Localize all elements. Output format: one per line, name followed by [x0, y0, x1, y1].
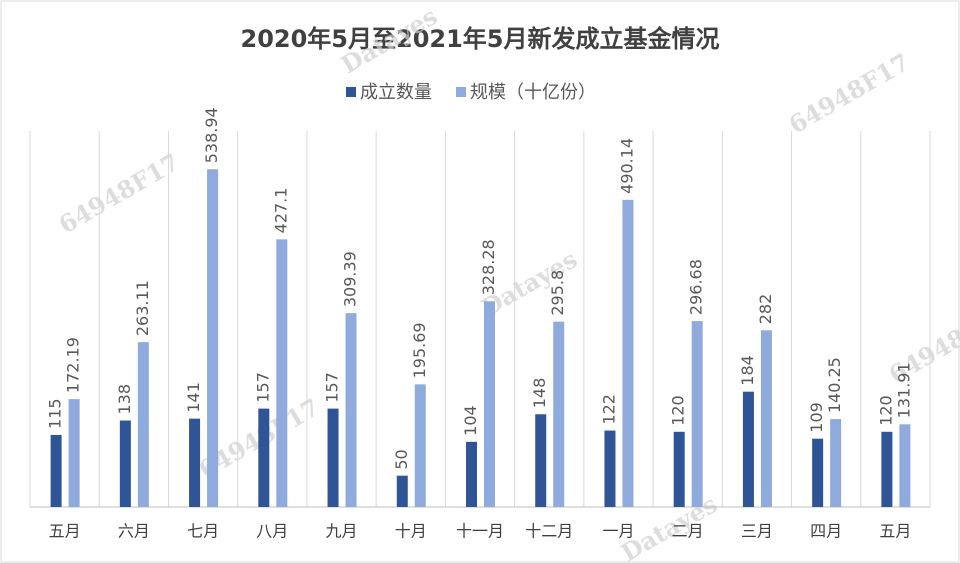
x-tick-label: 八月: [256, 522, 288, 541]
data-label: 427.1: [271, 188, 290, 234]
x-tick-label: 九月: [326, 522, 358, 541]
data-label: 328.28: [479, 239, 498, 295]
bar: [622, 199, 634, 508]
data-label: 172.19: [64, 337, 83, 393]
bar: [604, 430, 616, 507]
bar: [484, 301, 495, 507]
bar: [535, 414, 547, 507]
x-tick-label: 四月: [810, 522, 842, 541]
bar: [396, 475, 408, 507]
data-label: 263.11: [133, 280, 152, 336]
data-label: 109: [807, 402, 826, 433]
bar: [119, 420, 131, 507]
x-tick-label: 七月: [187, 522, 219, 541]
data-label: 50: [392, 449, 411, 469]
data-label: 157: [253, 372, 272, 403]
chart-title: 2020年5月至2021年5月新发成立基金情况: [241, 25, 720, 53]
bar: [673, 431, 685, 507]
data-label: 140.25: [825, 357, 844, 413]
x-tick-label: 十二月: [525, 522, 573, 541]
data-label: 490.14: [617, 138, 636, 194]
data-label: 115: [46, 398, 65, 429]
bar: [189, 418, 201, 507]
bar: [207, 169, 219, 507]
data-label: 309.39: [341, 251, 360, 307]
bar: [258, 408, 270, 507]
bar: [812, 438, 824, 507]
data-label: 120: [876, 395, 895, 426]
x-tick-label: 六月: [118, 522, 150, 541]
data-label: 131.91: [894, 362, 913, 418]
bar: [899, 424, 911, 507]
data-label: 120: [669, 395, 688, 426]
bar: [830, 419, 842, 507]
x-tick-label: 十一月: [456, 522, 504, 541]
bar: [414, 384, 426, 507]
x-tick-label: 三月: [741, 522, 773, 541]
x-tick-label: 五月: [49, 522, 81, 541]
legend-label: 规模（十亿份）: [470, 82, 596, 103]
x-tick-label: 一月: [602, 522, 634, 541]
bar: [742, 391, 754, 507]
data-label: 195.69: [410, 322, 429, 378]
data-label: 538.94: [202, 107, 221, 163]
legend-swatch: [456, 87, 466, 97]
legend-swatch: [346, 87, 356, 97]
bar: [881, 431, 893, 507]
data-label: 184: [738, 355, 757, 386]
bar: [50, 434, 62, 507]
data-label: 157: [323, 372, 342, 403]
data-label: 296.68: [687, 259, 706, 315]
legend-label: 成立数量: [360, 82, 432, 103]
data-label: 104: [461, 405, 480, 436]
bar: [327, 408, 339, 507]
x-tick-label: 二月: [672, 522, 704, 541]
x-tick-label: 五月: [879, 522, 911, 541]
data-label: 138: [115, 384, 134, 415]
bar: [345, 313, 357, 507]
bar: [466, 441, 477, 507]
x-tick-label: 十月: [395, 522, 427, 541]
bar: [760, 330, 772, 507]
bar: [691, 321, 703, 507]
data-label: 141: [184, 382, 203, 413]
bar: [553, 321, 565, 507]
data-label: 282: [756, 294, 775, 325]
data-label: 122: [599, 394, 618, 425]
bar: [276, 239, 288, 508]
data-label: 295.8: [548, 270, 567, 316]
bar: [68, 399, 80, 507]
bar: [137, 342, 149, 507]
data-label: 148: [530, 378, 549, 409]
